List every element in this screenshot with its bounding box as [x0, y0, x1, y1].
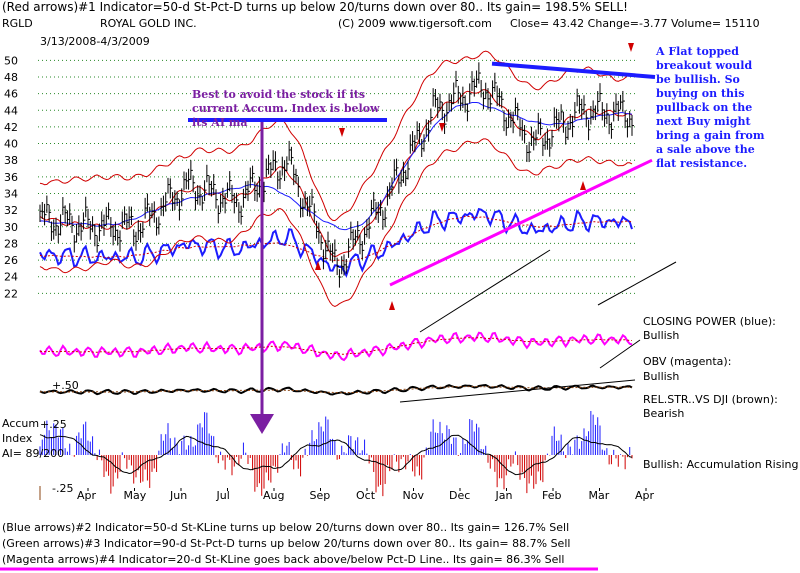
purple-annotation: Best to avoid the stock if its current A… [192, 88, 380, 129]
flat-resistance-line [491, 61, 656, 79]
company-name: ROYAL GOLD INC. [100, 17, 197, 30]
accum-ai-value: AI= 89/200 [2, 447, 65, 460]
y-tick-label: 26 [4, 254, 18, 267]
x-tick-label: Jul [216, 489, 230, 502]
y-tick-label: 24 [4, 271, 18, 284]
x-tick-label: Mar [589, 489, 610, 502]
x-tick-label: Sep [310, 489, 331, 502]
obv-trendline [599, 339, 641, 369]
x-tick-label: Jun [169, 489, 187, 502]
x-tick-label: Oct [356, 489, 376, 502]
x-tick-label: Apr [635, 489, 655, 502]
y-tick-label: 44 [4, 104, 18, 117]
rel-str-line [39, 383, 633, 396]
copyright: (C) 2009 www.tigersoft.com [338, 17, 492, 30]
upper-band-line [39, 50, 633, 222]
rel-str-ma-line [40, 386, 632, 394]
support-trendline [389, 158, 653, 287]
sell-arrow [628, 43, 634, 52]
cp-trendline-2 [597, 261, 677, 306]
x-tick-label: Apr [77, 489, 97, 502]
obv-line [39, 331, 633, 362]
obv-state: Bullish [643, 370, 680, 383]
y-tick-label: 30 [4, 221, 18, 234]
signal-arrows [315, 43, 634, 310]
rel-str-label: REL.STR..VS DJI (brown): [643, 393, 778, 406]
accum-plus-level: +.25 [40, 418, 67, 431]
buy-arrow [315, 261, 321, 270]
header-line1: (Red arrows)#1 Indicator=50-d St-Pct-D t… [2, 0, 628, 14]
y-tick-label: 22 [4, 287, 18, 300]
buy-arrow [389, 301, 395, 310]
footer-line1: (Blue arrows)#2 Indicator=50-d St-KLine … [2, 521, 570, 534]
rel-str-state: Bearish [643, 407, 685, 420]
x-axis-ticks: Apr May Jun Jul Aug Sep Oct Nov Dec Jan Feb Mar Apr [77, 488, 655, 502]
accumulation-index-histogram [39, 410, 633, 497]
y-tick-label: 42 [4, 121, 18, 134]
y-tick-label: 50 [4, 54, 18, 67]
y-tick-label: 48 [4, 71, 18, 84]
footer-line3: (Magenta arrows)#4 Indicator=20-d St-KLi… [2, 553, 565, 566]
quote-info: Close= 43.42 Change=-3.77 Volume= 15110 [510, 17, 760, 30]
y-axis-ticks: 50 48 46 44 42 40 38 36 34 32 30 28 26 24 22 [4, 54, 18, 300]
y-tick-label: 40 [4, 138, 18, 151]
x-tick-label: Dec [449, 489, 470, 502]
closing-power-label: CLOSING POWER (blue): [643, 315, 776, 328]
x-tick-label: Aug [263, 489, 284, 502]
date-range: 3/13/2008-4/3/2009 [40, 35, 150, 48]
closing-power-state: Bullish [643, 329, 680, 342]
lower-band-line [39, 138, 633, 307]
sell-arrow [439, 123, 445, 132]
accum-index-label: Index [2, 432, 33, 445]
x-tick-label: Nov [403, 489, 425, 502]
buy-arrow [580, 181, 586, 190]
accum-ma-line [39, 434, 633, 476]
x-tick-label: Feb [542, 489, 561, 502]
purple-arrow-head [250, 414, 274, 434]
x-tick-label: May [124, 489, 147, 502]
accum-title: Accum [2, 417, 40, 430]
obv-ma-line [39, 337, 632, 355]
footer-line2: (Green arrows)#3 Indicator=90-d St-Pct-D… [2, 537, 571, 550]
ticker-symbol: RGLD [2, 17, 33, 30]
blue-annotation: A Flat topped breakout would be bullish.… [656, 45, 765, 170]
y-tick-label: 32 [4, 204, 18, 217]
obv-label: OBV (magenta): [643, 355, 732, 368]
y-tick-label: 36 [4, 171, 18, 184]
y-tick-label: 38 [4, 154, 18, 167]
y-tick-label: 34 [4, 187, 18, 200]
rel-level-label: +.50 [52, 379, 79, 392]
rel-trendline [399, 379, 636, 403]
accum-rising-label: Bullish: Accumulation Rising [643, 458, 799, 471]
x-tick-label: Jan [495, 489, 513, 502]
accum-minus-level: -.25 [52, 482, 74, 495]
price-bars [39, 62, 634, 288]
sell-arrow [339, 128, 345, 137]
cp-trendline [419, 249, 551, 333]
y-tick-label: 28 [4, 237, 18, 250]
y-tick-label: 46 [4, 88, 18, 101]
long-ma-line [39, 102, 633, 231]
